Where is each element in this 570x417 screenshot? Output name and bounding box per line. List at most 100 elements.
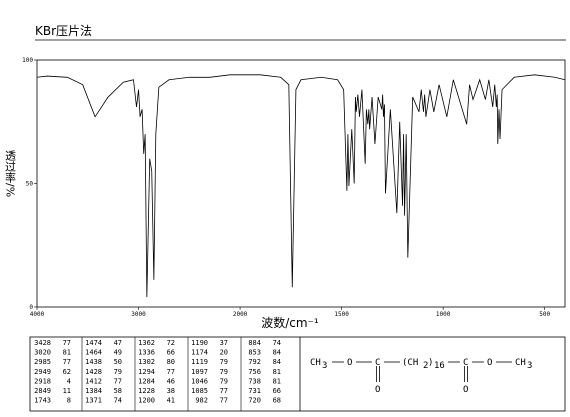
formula-atom: C <box>463 358 468 368</box>
peak-transmittance: 58 <box>114 387 122 395</box>
peak-transmittance: 49 <box>114 349 122 357</box>
peak-transmittance: 77 <box>114 377 122 385</box>
y-tick-label: 0 <box>29 304 33 311</box>
peak-transmittance: 37 <box>220 339 228 347</box>
peak-wavenumber: 3020 <box>34 349 51 357</box>
peak-transmittance: 79 <box>220 377 228 385</box>
x-tick-label: 500 <box>539 311 550 318</box>
structure-bonds <box>332 361 512 382</box>
formula-atom: CH <box>515 358 526 368</box>
peak-wavenumber: 1336 <box>138 349 155 357</box>
peak-wavenumber: 1743 <box>34 397 51 405</box>
table-frame <box>29 336 566 412</box>
peak-wavenumber: 2985 <box>34 358 51 366</box>
peak-transmittance: 11 <box>63 387 71 395</box>
peak-wavenumber: 3428 <box>34 339 51 347</box>
peak-transmittance: 77 <box>220 387 228 395</box>
y-tick-label: 50 <box>26 181 34 188</box>
peak-wavenumber: 1228 <box>138 387 155 395</box>
peak-transmittance: 81 <box>273 377 281 385</box>
y-tick-label: 100 <box>22 57 33 64</box>
formula-atom: O <box>487 358 492 368</box>
peak-transmittance: 77 <box>220 397 228 405</box>
peak-wavenumber: 1302 <box>138 358 155 366</box>
peak-wavenumber: 1294 <box>138 368 155 376</box>
peak-transmittance: 81 <box>273 368 281 376</box>
peak-wavenumber: 1119 <box>191 358 208 366</box>
peak-wavenumber: 1190 <box>191 339 208 347</box>
formula-atom: O <box>347 358 352 368</box>
peak-transmittance: 66 <box>167 349 175 357</box>
formula-subscript: 2 <box>423 361 428 371</box>
peak-wavenumber: 756 <box>248 368 261 376</box>
peak-transmittance: 77 <box>167 368 175 376</box>
peak-transmittance: 50 <box>114 358 122 366</box>
peak-transmittance: 77 <box>63 358 71 366</box>
x-tick-label: 1000 <box>436 311 451 318</box>
peak-wavenumber: 853 <box>248 349 261 357</box>
peak-wavenumber: 884 <box>248 339 261 347</box>
peak-wavenumber: 1174 <box>191 349 208 357</box>
peak-transmittance: 41 <box>167 397 175 405</box>
formula-subscript: 3 <box>322 361 327 371</box>
peak-transmittance: 79 <box>220 368 228 376</box>
y-axis-label: 透过率/% <box>4 150 17 197</box>
peak-transmittance: 62 <box>63 368 71 376</box>
peak-wavenumber: 1428 <box>85 368 102 376</box>
peak-wavenumber: 1200 <box>138 397 155 405</box>
peak-wavenumber: 1097 <box>191 368 208 376</box>
peak-transmittance: 77 <box>63 339 71 347</box>
peak-transmittance: 84 <box>273 349 281 357</box>
peak-transmittance: 38 <box>167 387 175 395</box>
x-tick-label: 2000 <box>233 311 248 318</box>
x-tick-label: 3000 <box>131 311 146 318</box>
peak-wavenumber: 1474 <box>85 339 102 347</box>
peak-wavenumber: 2949 <box>34 368 51 376</box>
peak-wavenumber: 2849 <box>34 387 51 395</box>
peak-wavenumber: 1464 <box>85 349 102 357</box>
formula-atom: ) <box>428 358 433 368</box>
peak-transmittance: 81 <box>63 349 71 357</box>
peak-wavenumber: 1384 <box>85 387 102 395</box>
peak-transmittance: 66 <box>273 387 281 395</box>
peak-transmittance: 20 <box>220 349 228 357</box>
peak-transmittance: 68 <box>273 397 281 405</box>
peak-wavenumber: 1438 <box>85 358 102 366</box>
formula-atom: (CH <box>402 358 418 368</box>
peak-wavenumber: 2918 <box>34 377 51 385</box>
x-axis-label: 波数/cm⁻¹ <box>261 315 319 330</box>
peak-transmittance: 79 <box>220 358 228 366</box>
formula-subscript: 3 <box>527 361 532 371</box>
spectrum-line <box>36 74 566 298</box>
peak-wavenumber: 1362 <box>138 339 155 347</box>
formula-subscript: 16 <box>434 361 445 371</box>
peak-transmittance: 4 <box>67 377 71 385</box>
peak-wavenumber: 1371 <box>85 397 102 405</box>
peak-wavenumber: 792 <box>248 358 261 366</box>
peak-transmittance: 8 <box>67 397 71 405</box>
peak-transmittance: 46 <box>167 377 175 385</box>
peak-transmittance: 74 <box>273 339 281 347</box>
peak-transmittance: 47 <box>114 339 122 347</box>
peak-wavenumber: 738 <box>248 377 261 385</box>
carbonyl-oxygen: O <box>463 385 468 395</box>
peak-transmittance: 72 <box>167 339 175 347</box>
formula-atom: CH <box>310 358 321 368</box>
carbonyl-oxygen: O <box>375 385 380 395</box>
peak-transmittance: 80 <box>167 358 175 366</box>
peak-transmittance: 79 <box>114 368 122 376</box>
peak-wavenumber: 1412 <box>85 377 102 385</box>
formula-atom: C <box>375 358 380 368</box>
peak-wavenumber: 982 <box>195 397 208 405</box>
x-tick-label: 1500 <box>334 311 349 318</box>
chart-title: KBr压片法 <box>35 24 92 38</box>
peak-transmittance: 74 <box>114 397 122 405</box>
peak-wavenumber: 1085 <box>191 387 208 395</box>
peak-wavenumber: 720 <box>248 397 261 405</box>
peak-transmittance: 84 <box>273 358 281 366</box>
peak-wavenumber: 731 <box>248 387 261 395</box>
peak-wavenumber: 1284 <box>138 377 155 385</box>
x-tick-label: 4000 <box>30 311 45 318</box>
